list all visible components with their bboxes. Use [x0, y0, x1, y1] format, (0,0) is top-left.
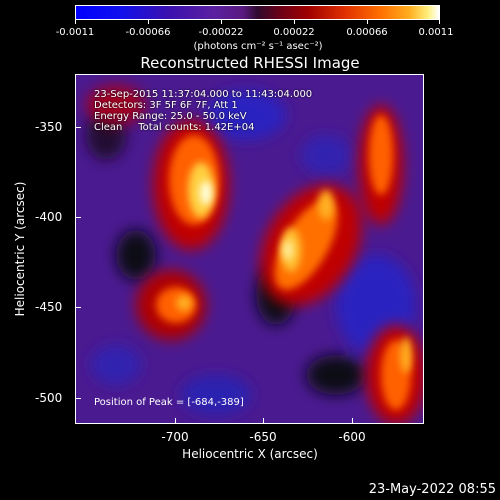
info-energy-range: Energy Range: 25.0 - 50.0 keV — [94, 111, 247, 122]
x-tick-label: -600 — [338, 430, 366, 444]
colorbar-unit: (photons cm⁻² s⁻¹ asec⁻²) — [193, 41, 323, 52]
y-tick — [75, 307, 81, 308]
colorbar-tick — [148, 20, 149, 24]
info-detectors: Detectors: 3F 5F 6F 7F, Att 1 — [94, 100, 238, 111]
y-tick-label: -500 — [35, 391, 63, 405]
y-axis-label: Heliocentric Y (arcsec) — [13, 181, 27, 317]
x-tick — [352, 418, 353, 424]
y-tick-label: -450 — [35, 300, 63, 314]
y-tick-label: -400 — [35, 210, 63, 224]
colorbar-tick — [221, 20, 222, 24]
colorbar-tick-label: 0.0011 — [418, 27, 454, 38]
x-tick-label: -700 — [161, 430, 189, 444]
colorbar-tick — [294, 20, 295, 24]
colorbar — [75, 5, 440, 20]
peak-position: Position of Peak = [-684,-389] — [94, 397, 244, 408]
x-tick — [263, 418, 264, 424]
x-tick-label: -650 — [249, 430, 277, 444]
x-tick — [175, 418, 176, 424]
y-tick — [75, 398, 81, 399]
colorbar-tick-label: 0.00022 — [273, 27, 315, 38]
colorbar-tick-label: -0.0011 — [55, 27, 95, 38]
y-tick-label: -350 — [35, 120, 63, 134]
y-tick — [75, 127, 81, 128]
rhessi-image-panel: 23-Sep-2015 11:37:04.000 to 11:43:04.000… — [75, 74, 424, 424]
colorbar-tick — [439, 20, 440, 24]
info-time-range: 23-Sep-2015 11:37:04.000 to 11:43:04.000 — [94, 89, 313, 100]
colorbar-tick — [367, 20, 368, 24]
colorbar-tick — [75, 20, 76, 24]
y-tick — [75, 217, 81, 218]
image-title: Reconstructed RHESSI Image — [140, 54, 360, 72]
x-axis-label: Heliocentric X (arcsec) — [182, 447, 318, 461]
info-clean-counts: Clean Total counts: 1.42E+04 — [94, 122, 255, 133]
generation-date: 23-May-2022 08:55 — [368, 482, 496, 497]
rhessi-image-map — [76, 75, 423, 423]
colorbar-tick-label: -0.00066 — [125, 27, 171, 38]
colorbar-tick-label: 0.00066 — [346, 27, 388, 38]
colorbar-tick-label: -0.00022 — [198, 27, 244, 38]
